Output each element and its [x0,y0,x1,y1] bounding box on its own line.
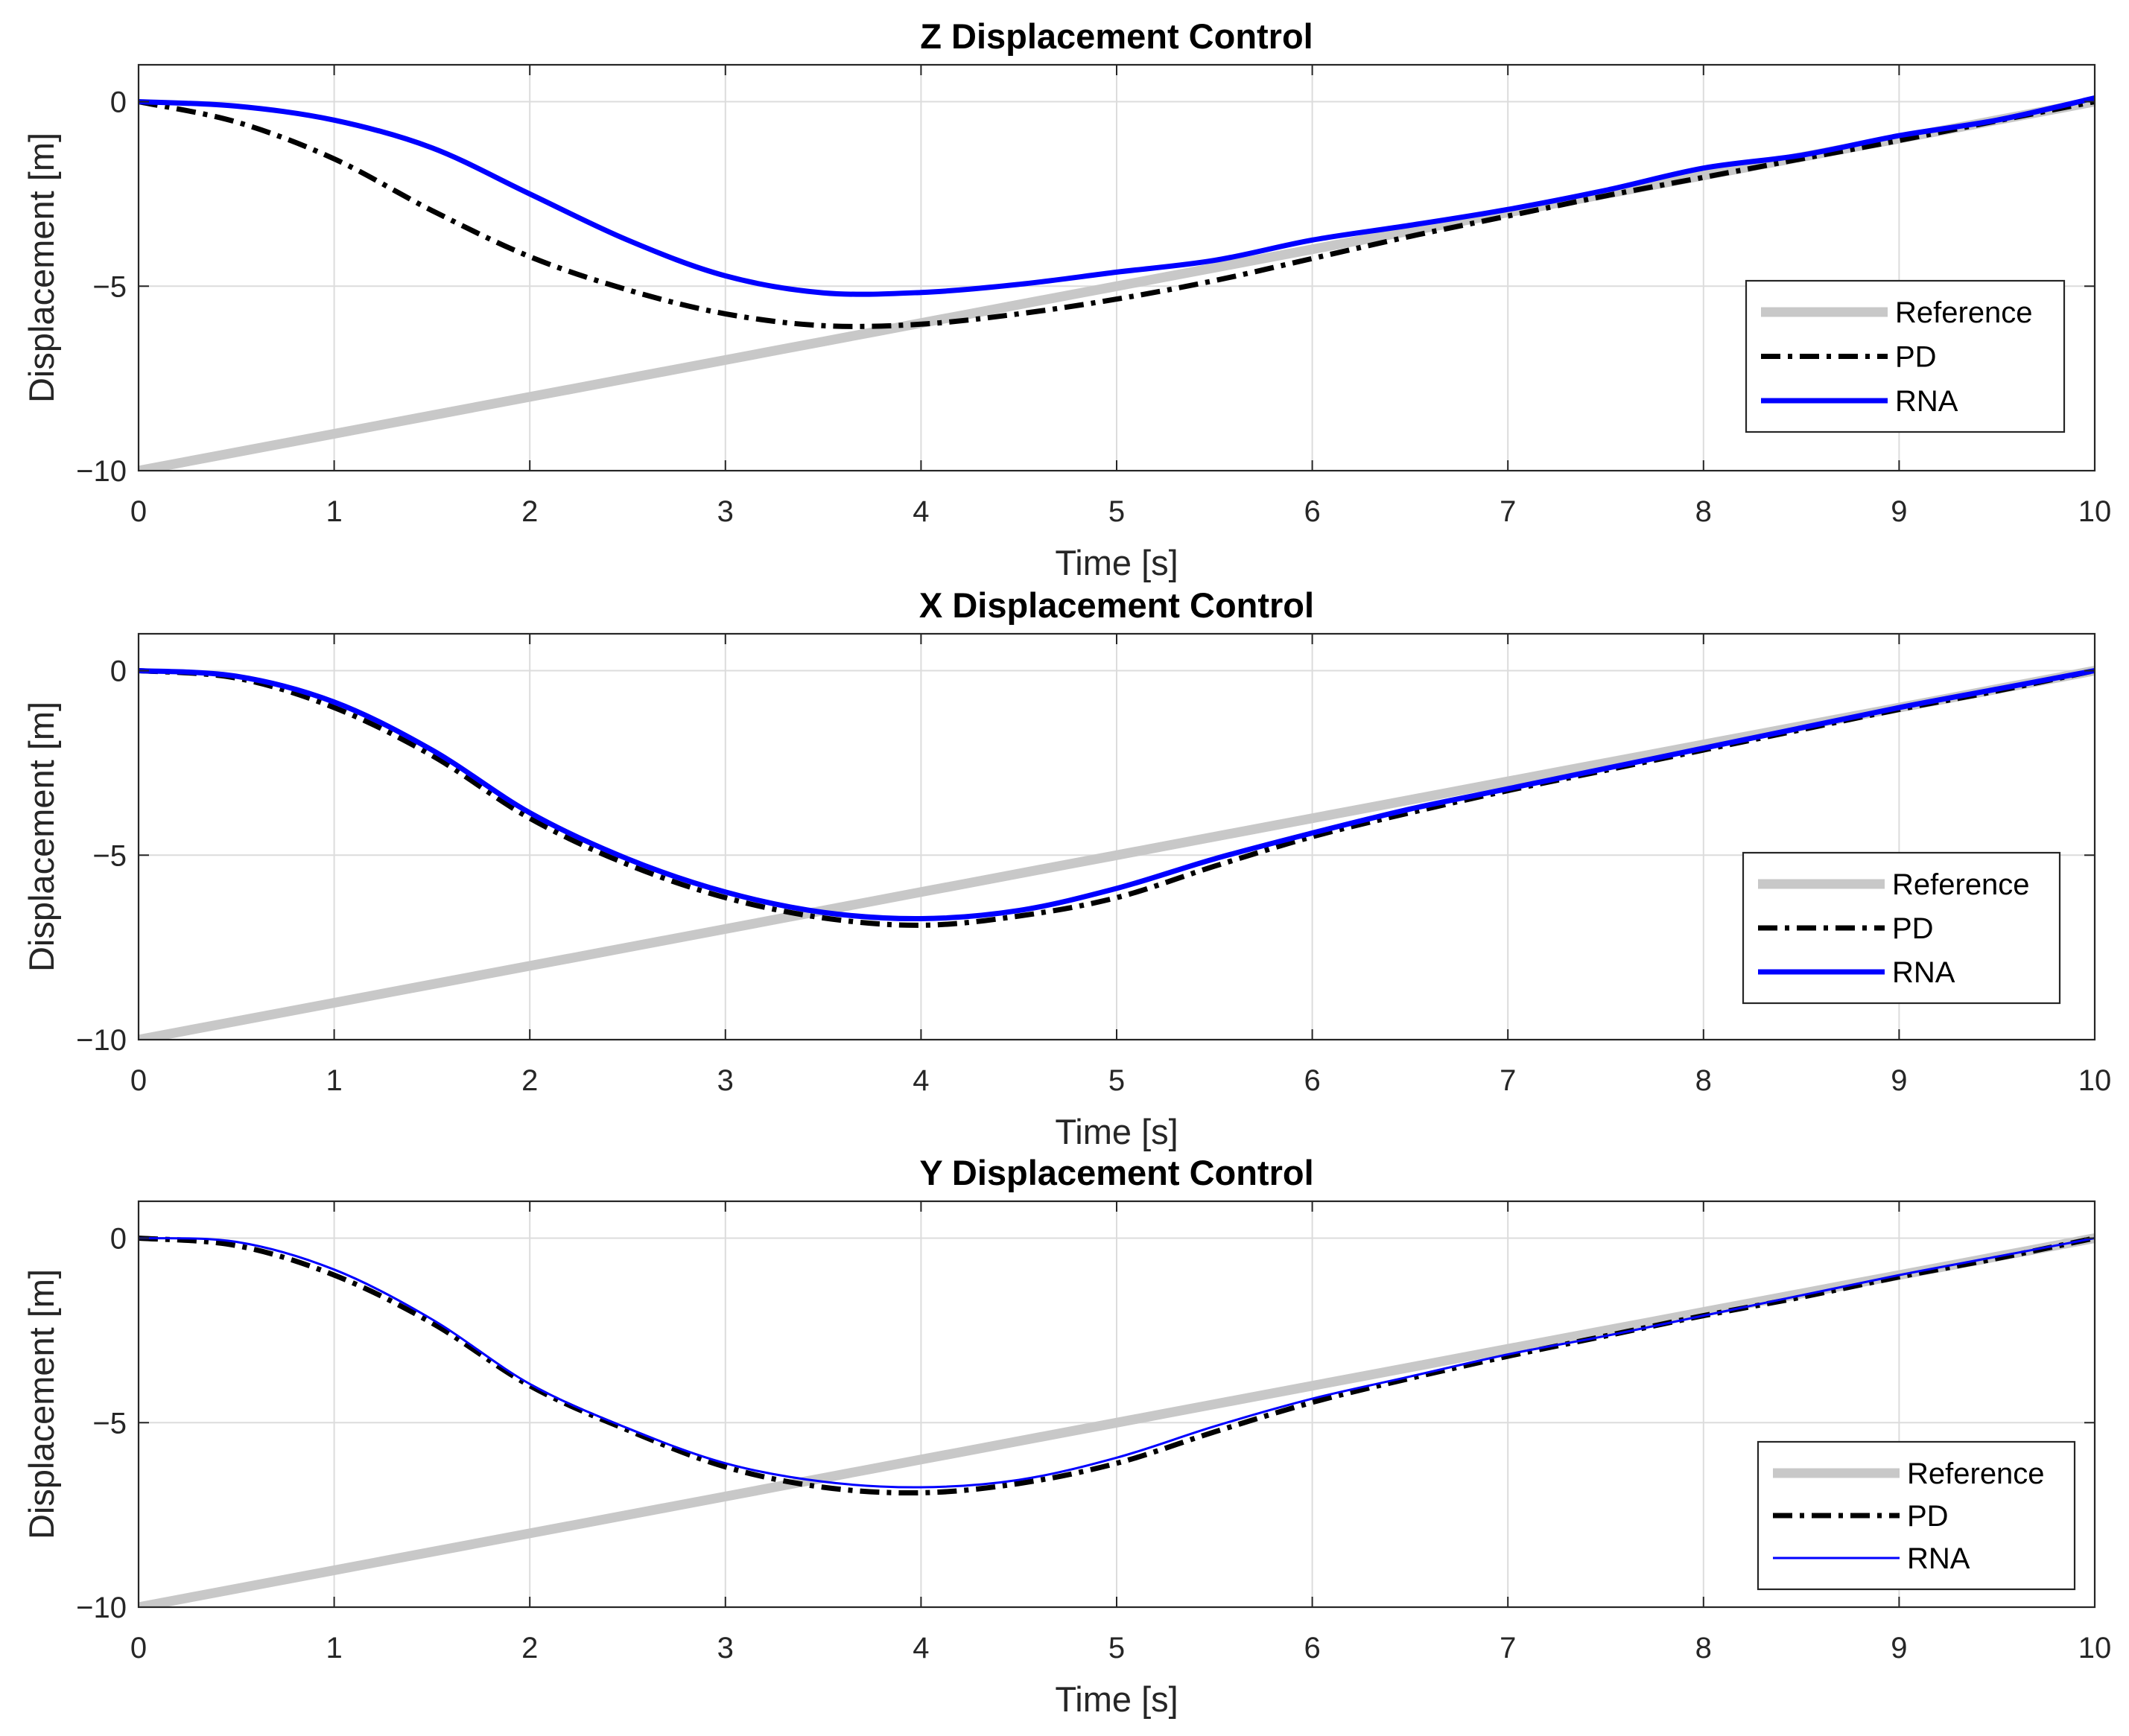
legend-label: Reference [1892,868,2030,901]
legend-label: PD [1907,1500,1949,1533]
x-tick-label: 5 [1108,1632,1125,1665]
legend-label: PD [1895,341,1937,374]
x-tick-label: 1 [326,1064,342,1097]
legend-entry-reference: Reference [1758,868,2030,901]
y-axis-label: Displacement [m] [22,133,61,403]
series-line-rna [139,1237,2095,1489]
x-tick-label: 7 [1500,495,1516,528]
y-tick-label: 0 [110,86,127,119]
x-tick-label: 5 [1108,1064,1125,1097]
legend-label: PD [1892,912,1934,945]
legend-box [1745,279,2066,433]
x-tick-label: 3 [717,1632,734,1665]
series-line-rna [139,95,2095,297]
y-tick-label: −10 [76,1024,127,1057]
x-tick-label: 0 [130,1632,147,1665]
series-line-pd [139,668,2095,928]
series-line-pd [139,99,2095,329]
x-axis-label: Time [s] [1055,1112,1178,1151]
x-tick-label: 10 [2078,1064,2112,1097]
legend-entry-rna: RNA [1761,385,1958,418]
legend-box [1742,851,2061,1005]
subplot-1: 0 1 2 3 4 5 6 7 8 9 10 −10 −5 0 Z Displacement Control… [22,16,2111,582]
x-tick-label: 8 [1695,495,1712,528]
chart-title: Z Displacement Control [920,16,1313,56]
x-tick-label: 10 [2078,1632,2112,1665]
x-tick-label: 0 [130,1064,147,1097]
x-tick-label: 6 [1304,1064,1320,1097]
legend-entry-pd: PD [1761,341,1937,374]
x-tick-label: 4 [913,495,929,528]
x-tick-label: 6 [1304,495,1320,528]
series-group [139,1233,2095,1607]
legend: Reference PD RNA [1757,1440,2076,1591]
x-axis-label: Time [s] [1055,1679,1178,1719]
x-tick-label: 7 [1500,1064,1516,1097]
legend-label: RNA [1892,956,1955,989]
y-tick-label: −10 [76,1592,127,1624]
x-tick-label: 2 [521,495,538,528]
chart-title: Y Displacement Control [919,1153,1313,1192]
x-tick-label: 2 [521,1064,538,1097]
x-tick-label: 7 [1500,1632,1516,1665]
x-tick-label: 9 [1891,1064,1907,1097]
x-tick-label: 6 [1304,1632,1320,1665]
x-tick-label: 8 [1695,1064,1712,1097]
series-line-rna [139,668,2095,922]
legend-label: Reference [1907,1457,2045,1490]
y-tick-label: 0 [110,655,127,688]
x-tick-label: 5 [1108,495,1125,528]
series-group [139,95,2095,471]
y-tick-label: −5 [92,839,127,872]
x-tick-label: 1 [326,1632,342,1665]
legend: Reference PD RNA [1742,851,2061,1005]
x-tick-label: 8 [1695,1632,1712,1665]
x-tick-label: 9 [1891,495,1907,528]
y-tick-label: −10 [76,455,127,488]
x-tick-label: 1 [326,495,342,528]
chart-title: X Displacement Control [919,585,1314,625]
subplot-2: 0 1 2 3 4 5 6 7 8 9 10 −10 −5 0 X Displacement Control… [22,585,2111,1151]
legend-label: Reference [1895,296,2033,329]
legend-entry-rna: RNA [1773,1542,1970,1575]
x-tick-label: 0 [130,495,147,528]
x-axis-label: Time [s] [1055,543,1178,582]
x-tick-label: 3 [717,495,734,528]
x-tick-label: 2 [521,1632,538,1665]
legend-entry-pd: PD [1758,912,1934,945]
legend-entry-rna: RNA [1758,956,1955,989]
x-tick-label: 3 [717,1064,734,1097]
y-tick-label: −5 [92,270,127,303]
legend-entry-reference: Reference [1773,1457,2045,1490]
y-axis-label: Displacement [m] [22,702,61,972]
x-tick-label: 10 [2078,495,2112,528]
legend-box [1757,1440,2076,1591]
x-tick-label: 4 [913,1064,929,1097]
series-group [139,666,2095,1040]
x-tick-label: 4 [913,1632,929,1665]
y-tick-label: −5 [92,1407,127,1440]
legend-label: RNA [1907,1542,1970,1575]
series-line-pd [139,1236,2095,1496]
subplot-3: 0 1 2 3 4 5 6 7 8 9 10 −10 −5 0 Y Displacement Control… [22,1153,2111,1719]
legend-label: RNA [1895,385,1958,418]
series-line-reference [139,97,2095,471]
y-axis-label: Displacement [m] [22,1269,61,1539]
y-tick-label: 0 [110,1223,127,1256]
legend: Reference PD RNA [1745,279,2066,433]
series-line-reference [139,1233,2095,1607]
legend-entry-reference: Reference [1761,296,2033,329]
x-tick-label: 9 [1891,1632,1907,1665]
legend-entry-pd: PD [1773,1500,1949,1533]
